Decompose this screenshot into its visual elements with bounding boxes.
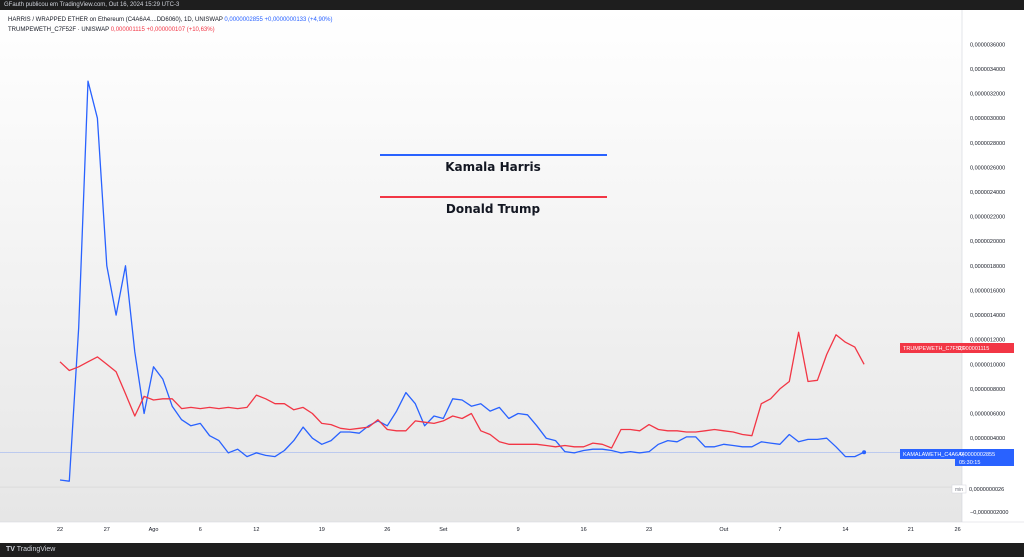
y-tick-label: −0,0000002000 (970, 510, 1008, 516)
y-tick-label: 0,0000014000 (970, 313, 1005, 319)
x-tick-label: 22 (57, 527, 63, 533)
harris-price-badge[interactable]: KAMALAWETH_C4A6A4 0,0000002855 05:30:15 (900, 449, 1014, 466)
y-tick-label: 0,0000006000 (970, 412, 1005, 418)
chart-svg[interactable]: 0,0000036000 0,0000034000 0,0000032000 0,00… (0, 10, 1024, 543)
x-tick-label: 19 (319, 527, 325, 533)
legend-trump[interactable]: TRUMPEWETH_C7F52F · UNISWAP 0,000001115 … (8, 27, 215, 33)
y-tick-label: 0,0000010000 (970, 362, 1005, 368)
legend-trump-change: +0,000000107 (+10,63%) (146, 27, 215, 33)
reference-lines (0, 452, 962, 488)
kamala-annotation: Kamala Harris (445, 160, 541, 174)
footer-strip: TV TradingView (0, 543, 1024, 557)
min-marker: min 0,0000000026 (951, 484, 1004, 494)
x-tick-label: 26 (384, 527, 390, 533)
legend-harris-value: 0,0000002855 (224, 17, 263, 23)
series-line-kamalaweth-c4a6a4[interactable] (59, 80, 865, 482)
y-tick-label: 0,0000012000 (970, 338, 1005, 344)
y-tick-label: 0,0000032000 (970, 92, 1005, 98)
x-tick-label: 16 (581, 527, 587, 533)
x-tick-label: 23 (646, 527, 652, 533)
legend-harris[interactable]: HARRIS / WRAPPED ETHER on Ethereum (C4A6… (8, 17, 333, 23)
tradingview-brand-text: TradingView (16, 546, 56, 553)
min-value: 0,0000000026 (969, 487, 1004, 493)
y-tick-label: 0,0000028000 (970, 141, 1005, 147)
min-label: min (955, 487, 963, 493)
harris-last-point (862, 450, 867, 455)
y-tick-label: 0,0000030000 (970, 116, 1005, 122)
x-axis[interactable]: 22 27 Ago 6 12 19 26 Set 9 16 23 Out 7 14 21 26 (57, 527, 961, 533)
legend-trump-symbol: TRUMPEWETH_C7F52F · UNISWAP (8, 27, 110, 33)
series-layer[interactable] (59, 80, 867, 482)
x-tick-label: 27 (104, 527, 110, 533)
tradingview-logo-icon: TV (6, 546, 15, 553)
x-tick-label: 26 (955, 527, 961, 533)
y-tick-label: 0,0000024000 (970, 190, 1005, 196)
harris-badge-value: 0,0000002855 (960, 452, 995, 458)
y-tick-label: 0,0000016000 (970, 288, 1005, 294)
x-tick-label: 14 (842, 527, 848, 533)
x-tick-label: 9 (517, 527, 520, 533)
plot-background (0, 10, 962, 522)
x-tick-label: 6 (199, 527, 202, 533)
tradingview-logo[interactable]: TV TradingView (6, 543, 55, 557)
x-tick-label: Out (719, 527, 728, 533)
y-tick-label: 0,0000026000 (970, 165, 1005, 171)
y-tick-label: 0,0000022000 (970, 215, 1005, 221)
harris-countdown: 05:30:15 (959, 460, 980, 466)
y-axis[interactable]: 0,0000036000 0,0000034000 0,0000032000 0,00… (970, 42, 1008, 516)
y-tick-label: 0,0000020000 (970, 239, 1005, 245)
published-by-text: GFauth publicou em TradingView.com, Out … (4, 2, 180, 8)
trump-badge-name: TRUMPEWETH_C7F52F (903, 346, 966, 352)
x-tick-label: 7 (778, 527, 781, 533)
y-tick-label: 0,0000008000 (970, 387, 1005, 393)
x-tick-label: 21 (908, 527, 914, 533)
legend-harris-change: +0,0000000133 (+4,90%) (264, 17, 333, 23)
y-tick-label: 0,0000034000 (970, 67, 1005, 73)
y-tick-label: 0,0000036000 (970, 42, 1005, 48)
trump-annotation: Donald Trump (446, 202, 541, 216)
legend-harris-symbol: HARRIS / WRAPPED ETHER on Ethereum (C4A6… (8, 17, 223, 23)
y-tick-label: 0,0000018000 (970, 264, 1005, 270)
x-tick-label: 12 (253, 527, 259, 533)
x-tick-label: Ago (149, 527, 159, 533)
harris-badge-name: KAMALAWETH_C4A6A4 (903, 452, 965, 458)
series-line-trumpeweth-c7f52f[interactable] (59, 331, 865, 449)
y-tick-label: 0,0000004000 (970, 436, 1005, 442)
x-tick-label: Set (439, 527, 448, 533)
header-strip: GFauth publicou em TradingView.com, Out … (0, 0, 1024, 10)
trump-badge-value: 0,000001115 (958, 346, 989, 352)
legend-trump-value: 0,000001115 (110, 27, 145, 33)
trump-price-badge[interactable]: TRUMPEWETH_C7F52F 0,000001115 (900, 343, 1014, 353)
